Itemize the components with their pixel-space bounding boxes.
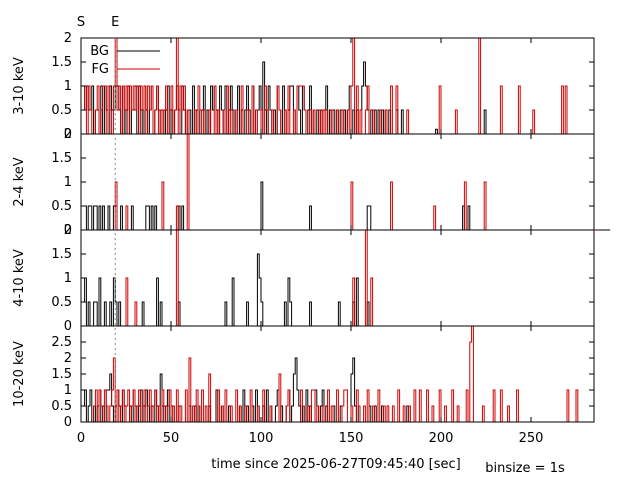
panel-frame [80, 133, 595, 231]
x-tick-label: 0 [77, 431, 85, 446]
panel-2: 0 0.5 1 1.5 2 4-10 keV [12, 223, 595, 334]
marker-s-label: S [77, 15, 85, 30]
series-fg-line [82, 133, 596, 231]
legend-label-bg: BG [90, 44, 109, 59]
series-fg-line [82, 37, 594, 135]
x-axis-label: time since 2025-06-27T09:45:40 [sec] [211, 457, 460, 472]
y-tick-label: 0.5 [51, 399, 72, 414]
y-tick-label: 1 [64, 175, 72, 190]
x-tick-label: 200 [429, 431, 454, 446]
y-axis-label: 3-10 keV [12, 57, 27, 115]
y-tick-label: 0 [64, 415, 72, 430]
x-tick-label: 50 [163, 431, 180, 446]
series-fg-line [82, 325, 593, 423]
x-tick-label: 250 [519, 431, 544, 446]
marker-e-label: E [111, 15, 119, 30]
panel-0: 0 0.5 1 1.5 2 3-10 keV [12, 31, 595, 142]
y-tick-label: 2.5 [51, 335, 72, 350]
y-tick-label: 0 [64, 127, 72, 142]
y-tick-label: 1.5 [51, 151, 72, 166]
y-tick-label: 2 [64, 31, 72, 46]
y-tick-label: 0 [64, 223, 72, 238]
y-tick-label: 1.5 [51, 367, 72, 382]
y-axis-label: 10-20 keV [12, 341, 27, 407]
y-axis-label: 4-10 keV [12, 249, 27, 307]
binsize-label: binsize = 1s [485, 461, 565, 476]
series-bg-line [82, 253, 594, 327]
y-axis-label: 2-4 keV [12, 157, 27, 206]
y-tick-label: 1 [64, 271, 72, 286]
y-tick-label: 0.5 [51, 295, 72, 310]
y-tick-label: 1 [64, 383, 72, 398]
x-tick-label: 150 [339, 431, 364, 446]
y-tick-label: 0 [64, 319, 72, 334]
y-tick-label: 1 [64, 79, 72, 94]
y-tick-label: 2 [64, 223, 72, 238]
x-tick-label: 100 [249, 431, 274, 446]
panel-1: 0 0.5 1 1.5 2 2-4 keV [12, 127, 611, 238]
legend-label-fg: FG [91, 62, 109, 77]
y-tick-label: 1.5 [51, 55, 72, 70]
y-tick-label: 1.5 [51, 247, 72, 262]
y-tick-label: 0.5 [51, 103, 72, 118]
legend: BG FG [90, 44, 160, 77]
y-tick-label: 2 [64, 351, 72, 366]
y-tick-label: 0.5 [51, 199, 72, 214]
y-tick-label: 2 [64, 127, 72, 142]
